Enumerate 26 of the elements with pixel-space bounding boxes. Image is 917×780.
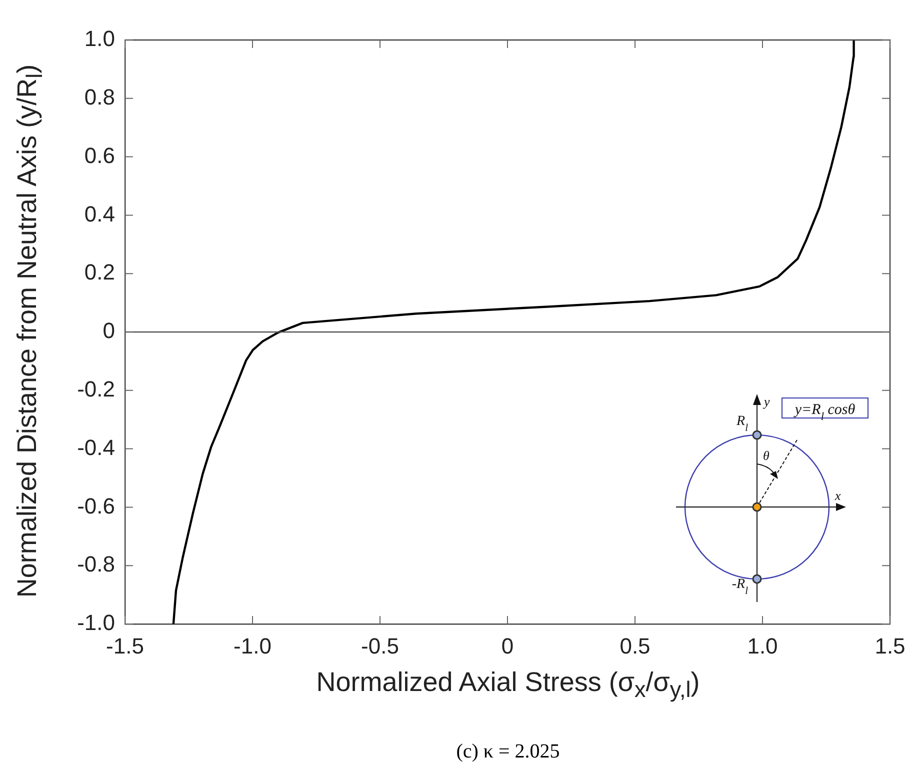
y-tick-label: 0.6 [84, 142, 115, 168]
y-tick-label: -0.2 [77, 376, 115, 402]
x-tick-label: 0 [501, 633, 514, 658]
x-tick-label: -0.5 [361, 633, 399, 658]
y-tick-label: 1.0 [84, 26, 115, 52]
y-tick-label: 0.2 [84, 260, 115, 285]
y-tick-label: 0.8 [84, 84, 115, 110]
x-tick-label: 1.5 [874, 633, 906, 658]
x-tick-label: 1.0 [747, 633, 778, 658]
y-tick-label: 0.4 [84, 201, 115, 226]
y-tick-label: -0.6 [77, 493, 115, 518]
annotation: y=R$_{l}$ cosθ [792, 402, 856, 423]
x-tick-label: -1.5 [106, 633, 144, 658]
y-tick-label: 0 [102, 318, 115, 344]
x-axis-title: Normalized Axial Stress (σ$_{x}$/σ$_{y,l}$) [316, 666, 700, 704]
annotation: x [834, 488, 841, 503]
annotation: y [762, 394, 770, 409]
x-tick-label: 0.5 [620, 633, 650, 658]
text: (c) κ = 2.025 [456, 740, 560, 764]
y-tick-label: -0.8 [77, 552, 115, 577]
y-tick-label: -1.0 [77, 610, 115, 636]
annotation: θ [763, 448, 770, 463]
y-tick-label: -0.4 [77, 434, 115, 460]
x-tick-label: -1.0 [234, 633, 272, 658]
annotation: R$_{l}$ [736, 414, 748, 434]
annotation: -R$_{l}$ [732, 577, 748, 596]
